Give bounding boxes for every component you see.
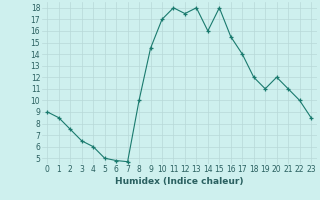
- X-axis label: Humidex (Indice chaleur): Humidex (Indice chaleur): [115, 177, 244, 186]
